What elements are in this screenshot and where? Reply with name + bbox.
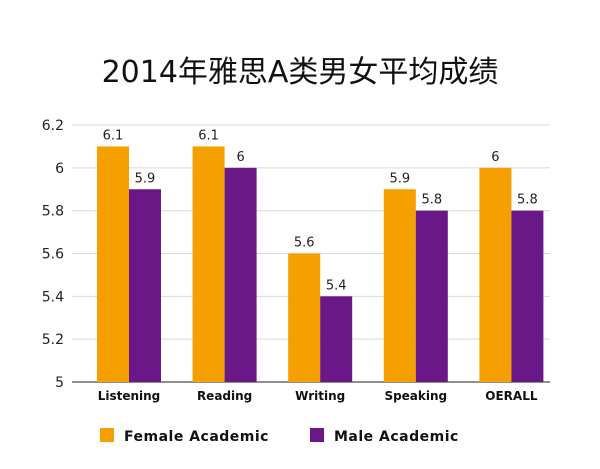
bar-value-label: 6.1: [103, 128, 124, 143]
bar-female: [288, 253, 321, 382]
bar-value-label: 5.9: [135, 171, 156, 186]
bar-male: [320, 296, 353, 382]
y-axis-ticks: 5 5.2 5.4 5.6 5.8 6 6.2: [42, 118, 64, 391]
x-axis-ticks: Listening Reading Writing Speaking OERALL: [98, 389, 538, 403]
y-tick-label: 5.6: [42, 247, 64, 263]
x-tick-label: OERALL: [485, 389, 538, 403]
bar-female: [192, 146, 225, 382]
bar-value-label: 5.8: [517, 193, 538, 208]
bar-value-label: 5.8: [421, 193, 442, 208]
legend-label: Female Academic: [124, 429, 269, 445]
bar-value-label: 5.9: [389, 171, 410, 186]
bar-female: [97, 146, 129, 382]
legend-swatch: [100, 428, 114, 442]
bar-value-label: 5.4: [326, 278, 347, 293]
bar-value-labels: 6.1 5.9 6.1 6 5.6 5.4 5.9 5.8 6 5.8: [103, 128, 538, 293]
bar-value-label: 5.6: [294, 236, 315, 251]
y-tick-label: 6: [55, 161, 64, 177]
bar-male: [511, 210, 544, 382]
bars: [97, 146, 544, 382]
y-tick-label: 6.2: [42, 118, 64, 134]
y-tick-label: 5.8: [42, 204, 64, 220]
x-tick-label: Listening: [98, 389, 161, 403]
bar-female: [383, 189, 416, 382]
bar-value-label: 6.1: [198, 128, 219, 143]
x-tick-label: Reading: [197, 389, 252, 403]
legend-label: Male Academic: [334, 429, 459, 445]
y-tick-label: 5: [55, 375, 64, 391]
y-tick-label: 5.4: [42, 289, 64, 305]
bar-value-label: 6: [236, 150, 244, 165]
bar-male: [224, 167, 257, 382]
x-tick-label: Writing: [295, 389, 345, 403]
bar-female: [479, 167, 512, 382]
x-tick-label: Speaking: [384, 389, 447, 403]
y-tick-label: 5.2: [42, 332, 64, 348]
bar-male: [129, 189, 161, 382]
bar-male: [415, 210, 448, 382]
legend-swatch: [310, 428, 324, 442]
chart-title: 2014年雅思A类男女平均成绩: [102, 55, 499, 90]
bar-value-label: 6: [491, 150, 499, 165]
legend: Female Academic Male Academic: [100, 428, 459, 445]
